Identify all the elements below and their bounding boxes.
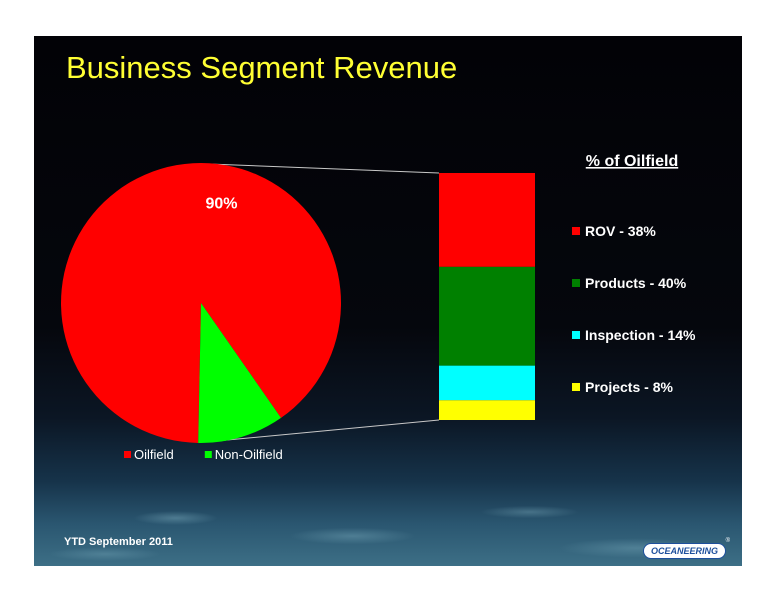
legends: Oilfield Non-Oilfield % of Oilfield ROV - 3…	[124, 153, 696, 462]
connector-lines	[205, 163, 440, 443]
bar-segment-projects	[439, 400, 535, 420]
pie-legend-label-non-oilfield: Non-Oilfield	[215, 447, 283, 462]
slide: Business Segment Revenue 90% Oilfield Non…	[34, 36, 742, 566]
bar-legend-label-products: Products - 40%	[585, 275, 687, 291]
connector-line-top	[208, 163, 440, 174]
connector-line-bottom	[205, 419, 440, 443]
bar-segment-inspection	[439, 365, 535, 401]
bar-legend-swatch-inspection	[572, 331, 580, 339]
bar-legend-swatch-rov	[572, 227, 580, 235]
bar-segment-rov	[439, 173, 535, 267]
bar-legend-label-projects: Projects - 8%	[585, 379, 673, 395]
slide-title: Business Segment Revenue	[66, 50, 458, 85]
pie-slice-oilfield	[61, 162, 342, 443]
pie-legend-swatch-non-oilfield	[204, 451, 212, 458]
pie-slice-non-oilfield	[198, 303, 282, 443]
footnote: YTD September 2011	[64, 536, 173, 548]
pie-legend-label-oilfield: Oilfield	[134, 447, 174, 462]
pie-data-label-oilfield: 90%	[205, 196, 237, 213]
bar-segment-products	[439, 266, 535, 366]
registered-mark: ®	[725, 538, 730, 544]
chart-area: 90% Oilfield Non-Oilfield % of Oilfield ROV…	[61, 153, 696, 462]
bar-legend-swatch-projects	[572, 383, 580, 391]
stacked-bar-chart	[439, 173, 535, 420]
bar-legend-label-inspection: Inspection - 14%	[585, 327, 696, 343]
bar-legend-label-rov: ROV - 38%	[585, 223, 656, 239]
pie-legend-swatch-oilfield	[124, 451, 131, 458]
oceaneering-logo: OCEANEERING	[642, 543, 726, 559]
pie-chart: 90%	[61, 162, 342, 443]
bar-chart-title: % of Oilfield	[586, 153, 678, 170]
bar-legend-swatch-products	[572, 279, 580, 287]
